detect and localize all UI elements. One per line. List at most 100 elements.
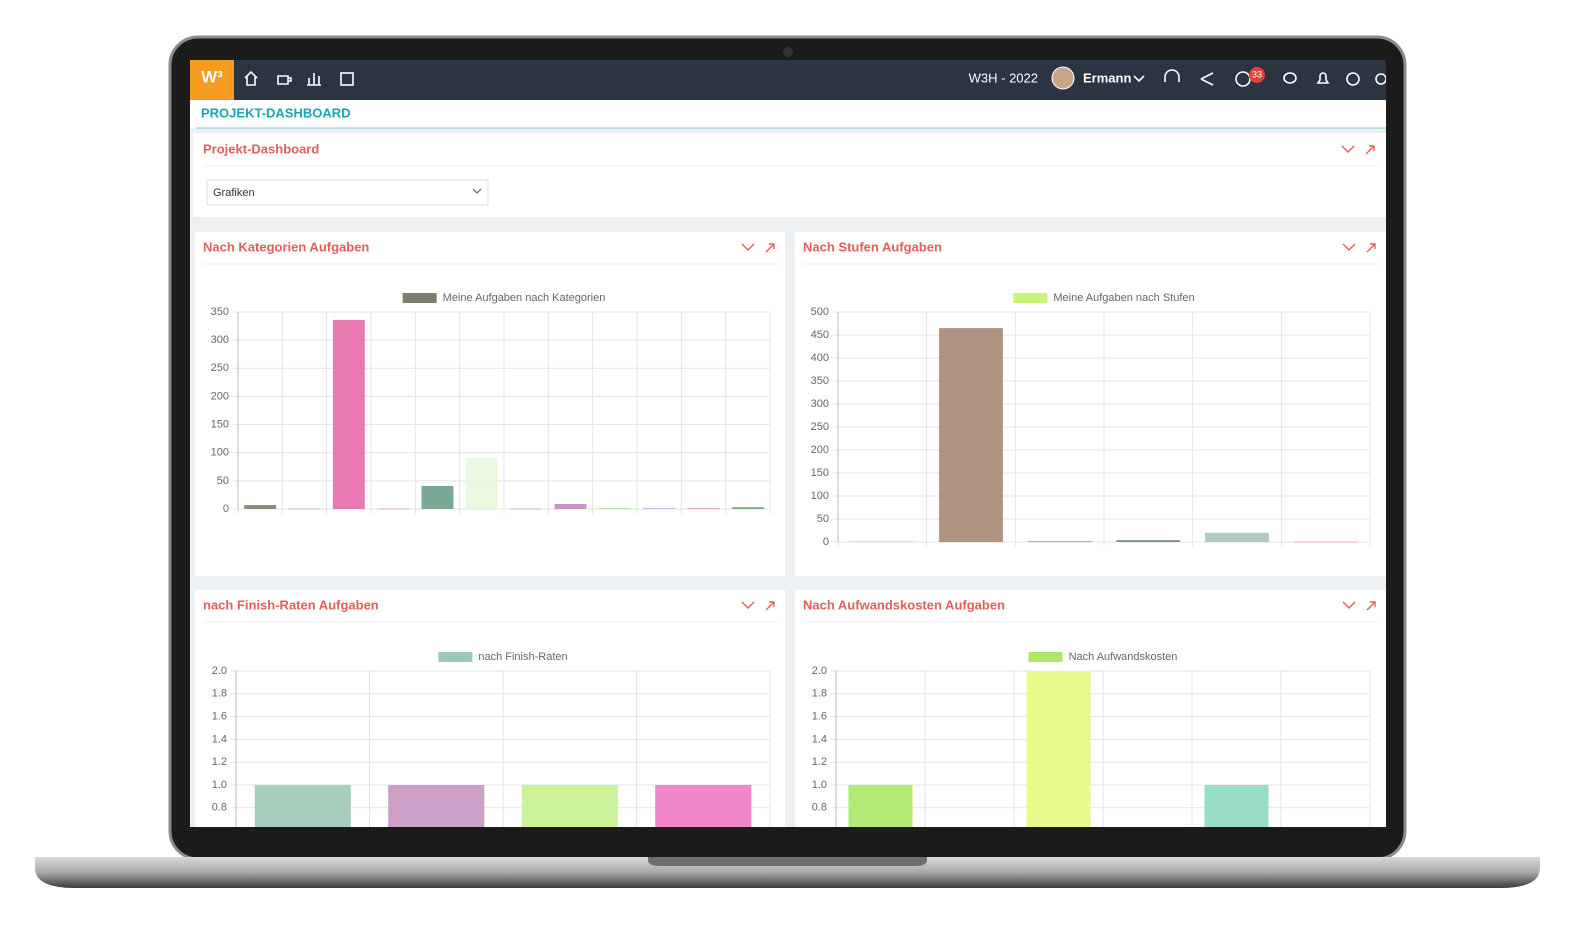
y-tick-label: 200: [811, 444, 829, 456]
panel-tools[interactable]: [1342, 601, 1376, 611]
y-tick-label: 0.8: [812, 802, 827, 814]
bar: [1115, 899, 1179, 900]
bell-icon[interactable]: [1316, 72, 1330, 84]
settings-icon[interactable]: [1375, 73, 1386, 85]
user[interactable]: Ermann: [1083, 70, 1131, 85]
bar: [421, 485, 454, 509]
bar: [288, 508, 321, 510]
chart-panel: [195, 232, 785, 576]
bar: [937, 899, 1001, 900]
chart-title: Nach Stufen Aufgaben: [803, 239, 942, 254]
y-tick-label: 0.8: [212, 802, 227, 814]
chart-title: Nach Kategorien Aufgaben: [203, 239, 369, 254]
y-tick-label: 250: [211, 362, 229, 374]
y-tick-label: 1.4: [212, 733, 227, 745]
legend-swatch: [1013, 293, 1048, 303]
panel-tools[interactable]: [1341, 145, 1375, 155]
home-icon[interactable]: [244, 70, 258, 86]
share-icon[interactable]: [1200, 72, 1214, 86]
legend-swatch: [1028, 652, 1063, 662]
bar: [731, 507, 764, 509]
bar: [1205, 532, 1269, 542]
y-tick-label: 50: [817, 513, 829, 525]
bar: [1116, 540, 1181, 542]
cup-icon[interactable]: [277, 75, 292, 85]
select-value[interactable]: Grafiken: [213, 187, 255, 199]
legend-label: Nach Aufwandskosten: [1069, 651, 1178, 663]
filter-panel-title: Projekt-Dashboard: [203, 141, 319, 156]
bar: [939, 328, 1003, 542]
laptop-base: [35, 857, 1540, 888]
project[interactable]: W3H - 2022: [969, 70, 1038, 85]
panel-tools[interactable]: [741, 243, 775, 253]
bar: [1293, 899, 1357, 900]
y-tick-label: 100: [211, 447, 229, 459]
logo: [190, 60, 234, 100]
bar: [598, 507, 631, 509]
y-tick-label: 350: [811, 375, 829, 387]
bar: [655, 785, 752, 827]
bar: [848, 785, 913, 827]
y-tick-label: 350: [211, 306, 229, 318]
bar: [1204, 785, 1269, 827]
y-tick-label: 250: [811, 421, 829, 433]
y-tick-label: 2.0: [212, 665, 227, 677]
select-caret[interactable]: [472, 188, 482, 194]
bar: [687, 507, 720, 509]
navbar: [190, 60, 1386, 100]
screen: W³ W3H - 2022 Ermann 33 PROJEKT-DASHBOAR…: [190, 60, 1386, 900]
y-tick-label: 200: [211, 390, 229, 402]
bar: [521, 785, 618, 827]
y-tick-label: 150: [811, 467, 829, 479]
legend-swatch: [402, 293, 437, 303]
panel-tools[interactable]: [741, 601, 775, 611]
y-tick-label: 0: [223, 503, 229, 515]
bar: [1026, 671, 1091, 827]
legend-label: Meine Aufgaben nach Stufen: [1053, 292, 1194, 304]
chart-icon[interactable]: [307, 73, 321, 86]
select[interactable]: [206, 179, 489, 206]
calendar-icon[interactable]: [340, 72, 354, 86]
y-tick-label: 300: [811, 398, 829, 410]
y-tick-label: 500: [811, 306, 829, 318]
notch: [648, 857, 927, 866]
bar: [377, 508, 410, 510]
bar: [850, 541, 915, 543]
bar: [332, 319, 365, 509]
badge-count[interactable]: 33: [1252, 69, 1262, 79]
y-tick-label: 1.0: [812, 779, 827, 791]
y-tick-label: 150: [211, 418, 229, 430]
smiley-icon[interactable]: [1235, 71, 1251, 87]
y-tick-label: 1.0: [212, 779, 227, 791]
user-caret[interactable]: [1133, 75, 1145, 83]
y-tick-label: 300: [211, 334, 229, 346]
bar: [1027, 541, 1092, 543]
chart-title: nach Finish-Raten Aufgaben: [203, 597, 379, 612]
help-icon[interactable]: [1346, 72, 1360, 86]
y-tick-label: 1.4: [812, 733, 827, 745]
y-tick-label: 2.0: [812, 665, 827, 677]
y-tick-label: 400: [811, 352, 829, 364]
bar: [244, 505, 277, 509]
y-tick-label: 0: [823, 536, 829, 548]
support-icon[interactable]: [1164, 69, 1180, 82]
legend-swatch: [438, 652, 473, 662]
y-tick-label: 100: [811, 490, 829, 502]
chat-icon[interactable]: [1283, 72, 1297, 84]
y-tick-label: 450: [811, 329, 829, 341]
legend-label: Meine Aufgaben nach Kategorien: [443, 292, 606, 304]
y-tick-label: 1.8: [212, 688, 227, 700]
bar: [388, 785, 485, 827]
camera: [783, 47, 793, 57]
avatar[interactable]: [1051, 66, 1075, 90]
legend-label: nach Finish-Raten: [478, 651, 567, 663]
chart-title: Nach Aufwandskosten Aufgaben: [803, 597, 1005, 612]
page-title: PROJEKT-DASHBOARD: [201, 105, 351, 120]
panel-tools[interactable]: [1342, 243, 1376, 253]
y-tick-label: 1.6: [212, 711, 227, 723]
bar: [465, 457, 498, 509]
badge[interactable]: [1249, 67, 1265, 83]
bar: [643, 507, 676, 509]
y-tick-label: 1.2: [812, 756, 827, 768]
